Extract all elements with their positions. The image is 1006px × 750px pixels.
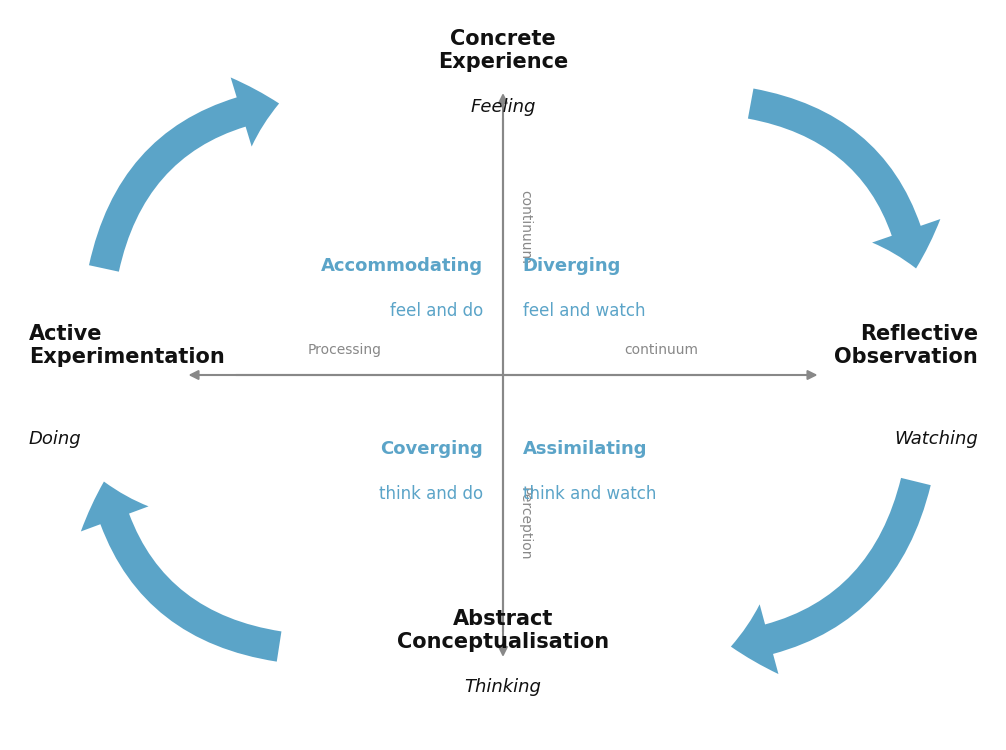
FancyArrowPatch shape bbox=[747, 88, 941, 268]
Text: Feeling: Feeling bbox=[471, 98, 535, 116]
Text: Watching: Watching bbox=[894, 430, 978, 448]
Text: Accommodating: Accommodating bbox=[321, 257, 483, 275]
Text: Doing: Doing bbox=[29, 430, 81, 448]
Text: feel and do: feel and do bbox=[390, 302, 483, 320]
Text: feel and watch: feel and watch bbox=[523, 302, 645, 320]
Text: Concrete
Experience: Concrete Experience bbox=[438, 29, 568, 72]
Text: Coverging: Coverging bbox=[380, 440, 483, 458]
Text: Thinking: Thinking bbox=[465, 679, 541, 697]
Text: think and do: think and do bbox=[379, 484, 483, 502]
Text: continuum: continuum bbox=[625, 344, 699, 357]
Text: Abstract
Conceptualisation: Abstract Conceptualisation bbox=[397, 609, 609, 652]
FancyArrowPatch shape bbox=[731, 478, 931, 674]
FancyArrowPatch shape bbox=[80, 482, 282, 662]
Text: Active
Experimentation: Active Experimentation bbox=[29, 324, 224, 367]
Text: Diverging: Diverging bbox=[523, 257, 622, 275]
Text: Reflective
Observation: Reflective Observation bbox=[834, 324, 978, 367]
FancyArrowPatch shape bbox=[89, 77, 279, 272]
Text: Processing: Processing bbox=[307, 344, 381, 357]
Text: Perception: Perception bbox=[518, 487, 532, 560]
Text: continuum: continuum bbox=[518, 190, 532, 264]
Text: Assimilating: Assimilating bbox=[523, 440, 647, 458]
Text: think and watch: think and watch bbox=[523, 484, 656, 502]
